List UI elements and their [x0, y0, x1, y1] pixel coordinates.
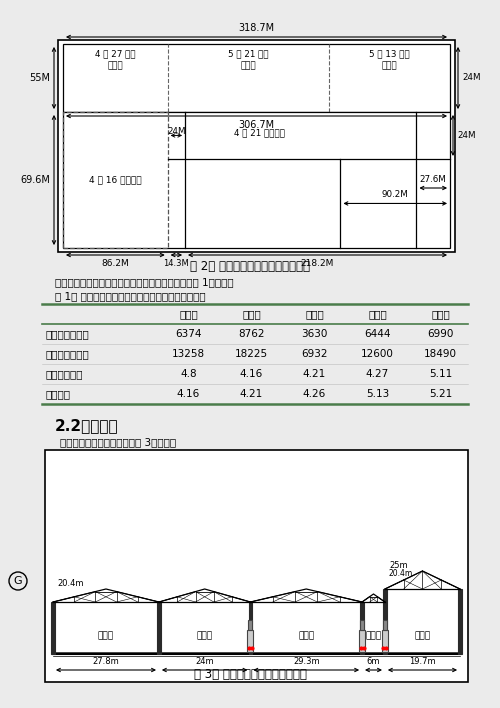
Text: 218.2M: 218.2M — [301, 259, 334, 268]
Text: 5.13: 5.13 — [366, 389, 389, 399]
Text: 5 月 13 日爆: 5 月 13 日爆 — [369, 50, 410, 59]
Text: 过渡跨: 过渡跨 — [366, 632, 382, 641]
Text: 4.8: 4.8 — [180, 369, 197, 379]
Text: 加料跨: 加料跨 — [414, 632, 430, 641]
Text: 精炼跨: 精炼跨 — [298, 632, 314, 641]
Text: 5 月 21 日爆: 5 月 21 日爆 — [228, 50, 268, 59]
Text: 20.4m: 20.4m — [57, 580, 84, 588]
Text: 第四区: 第四区 — [368, 309, 387, 319]
Text: 24M: 24M — [167, 127, 186, 136]
Text: 18225: 18225 — [235, 349, 268, 359]
Bar — [248, 620, 252, 630]
Text: 2.2爆破方案: 2.2爆破方案 — [55, 418, 118, 433]
Bar — [383, 589, 386, 654]
Text: 第五区: 第五区 — [431, 309, 450, 319]
Bar — [63, 112, 450, 248]
Bar — [52, 602, 55, 654]
Text: 20.4m: 20.4m — [389, 569, 413, 578]
Text: 6374: 6374 — [176, 329, 202, 339]
Bar — [383, 620, 387, 630]
Text: 318.7M: 318.7M — [238, 23, 274, 33]
Text: 4.21: 4.21 — [240, 389, 263, 399]
Text: 切割跨: 切割跨 — [196, 632, 212, 641]
Bar — [63, 44, 450, 112]
Text: G: G — [14, 576, 22, 586]
Bar — [157, 602, 160, 654]
Text: 4.21: 4.21 — [303, 369, 326, 379]
Text: 其次区: 其次区 — [242, 309, 261, 319]
Bar — [382, 630, 388, 652]
Text: 其次区: 其次区 — [305, 309, 324, 319]
Text: 破区域: 破区域 — [240, 62, 256, 71]
Text: 5.21: 5.21 — [429, 389, 452, 399]
Bar — [360, 620, 364, 630]
Text: 4 月 16 爆破区域: 4 月 16 爆破区域 — [89, 176, 142, 185]
Text: 29.3m: 29.3m — [293, 657, 320, 666]
Text: 图 2、 爆破区域划分及建筑结构尺寸: 图 2、 爆破区域划分及建筑结构尺寸 — [190, 260, 310, 273]
Text: 90.2M: 90.2M — [382, 190, 408, 200]
Text: 6932: 6932 — [301, 349, 328, 359]
Text: 86.2M: 86.2M — [102, 259, 129, 268]
Text: 破区域: 破区域 — [108, 62, 123, 71]
Text: 4 月 27 日爆: 4 月 27 日爆 — [95, 50, 136, 59]
Text: 8762: 8762 — [238, 329, 265, 339]
Text: 27.6M: 27.6M — [420, 175, 446, 184]
Text: 破区域: 破区域 — [382, 62, 397, 71]
Bar — [58, 40, 455, 252]
Text: 69.6M: 69.6M — [20, 175, 50, 185]
Text: 306.7M: 306.7M — [238, 120, 274, 130]
Text: 24m: 24m — [196, 657, 214, 666]
Bar — [458, 589, 462, 654]
Text: 24M: 24M — [462, 74, 480, 83]
Text: 4.16: 4.16 — [240, 369, 263, 379]
Bar — [45, 450, 468, 682]
Text: 4.16: 4.16 — [177, 389, 200, 399]
Text: 第一区: 第一区 — [179, 309, 198, 319]
Text: 各爆破区域建筑面积、场地移交时间及爆破时间如表 1、所示。: 各爆破区域建筑面积、场地移交时间及爆破时间如表 1、所示。 — [55, 277, 234, 287]
Text: 建筑面积（㎡）: 建筑面积（㎡） — [46, 349, 90, 359]
Text: 4.27: 4.27 — [366, 369, 389, 379]
Text: 6m: 6m — [366, 657, 380, 666]
Bar — [360, 602, 364, 654]
Text: 27.8m: 27.8m — [92, 657, 120, 666]
Text: 25m: 25m — [389, 561, 407, 571]
Text: 3630: 3630 — [302, 329, 328, 339]
Bar — [248, 630, 254, 652]
Text: 13258: 13258 — [172, 349, 205, 359]
Text: 表 1、 各爆破区建筑面积、场地移交时间及爆破时间: 表 1、 各爆破区建筑面积、场地移交时间及爆破时间 — [55, 291, 206, 301]
Text: 4.26: 4.26 — [303, 389, 326, 399]
Bar — [248, 602, 252, 654]
Bar — [63, 112, 168, 248]
Text: 18490: 18490 — [424, 349, 457, 359]
Text: 爆破时间: 爆破时间 — [46, 389, 71, 399]
Text: 图 3、 待爆破厂房剖面结构示意图: 图 3、 待爆破厂房剖面结构示意图 — [194, 668, 306, 680]
Text: 19.7m: 19.7m — [409, 657, 436, 666]
Bar — [359, 630, 365, 652]
Text: 待爆破拆除厂房的横剖面如图 3、所示。: 待爆破拆除厂房的横剖面如图 3、所示。 — [60, 437, 176, 447]
Text: 6444: 6444 — [364, 329, 391, 339]
Text: 24M: 24M — [457, 131, 475, 140]
Text: 场地移交时间: 场地移交时间 — [46, 369, 84, 379]
Text: 4 月 21 爆破区域: 4 月 21 爆破区域 — [234, 128, 284, 137]
Text: 6990: 6990 — [428, 329, 454, 339]
Text: 55M: 55M — [29, 73, 50, 83]
Text: 12600: 12600 — [361, 349, 394, 359]
Text: 5.11: 5.11 — [429, 369, 452, 379]
Text: 14.3M: 14.3M — [164, 259, 189, 268]
Text: 出炉跨: 出炉跨 — [98, 632, 114, 641]
Text: 占地面积（㎡）: 占地面积（㎡） — [46, 329, 90, 339]
